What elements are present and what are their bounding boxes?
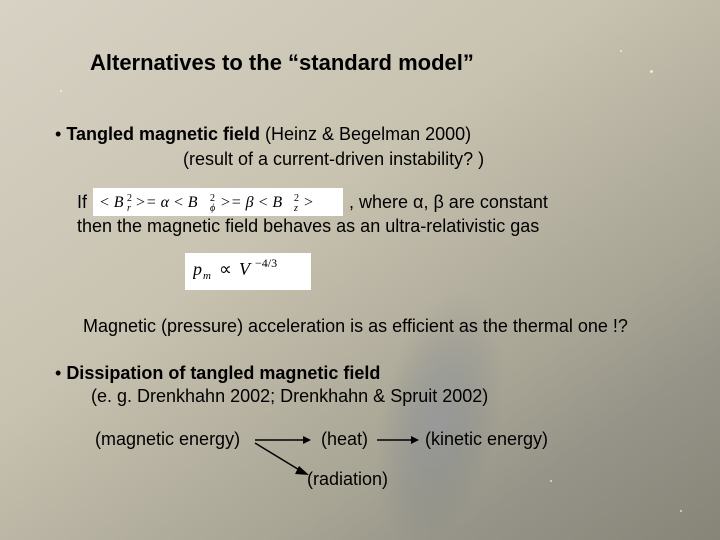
if-label: If bbox=[77, 192, 87, 213]
flow-kinetic-energy: (kinetic energy) bbox=[425, 429, 548, 450]
if-after-text: , where α, β are constant bbox=[349, 192, 548, 213]
equation-b-components: < B r 2 >= α < B ϕ 2 >= β < B z 2 > bbox=[93, 188, 343, 216]
svg-text:m: m bbox=[203, 270, 211, 281]
slide-content: Alternatives to the “standard model” • T… bbox=[0, 0, 720, 540]
bullet-tangled-field: • Tangled magnetic field (Heinz & Begelm… bbox=[55, 124, 680, 145]
bullet-dot: • bbox=[55, 363, 66, 383]
svg-text:∝: ∝ bbox=[219, 259, 232, 279]
bullet-sub-refs: (e. g. Drenkhahn 2002; Drenkhahn & Sprui… bbox=[91, 386, 680, 407]
slide-title: Alternatives to the “standard model” bbox=[90, 50, 680, 76]
svg-text:>: > bbox=[303, 194, 314, 211]
svg-text:>= β < B: >= β < B bbox=[220, 194, 282, 211]
bullet-subtext: (result of a current-driven instability?… bbox=[183, 149, 680, 170]
svg-text:V: V bbox=[239, 259, 252, 279]
conclusion-text: Magnetic (pressure) acceleration is as e… bbox=[83, 316, 680, 337]
arrow-icon bbox=[375, 433, 421, 447]
equation-pressure: p m ∝ V −4/3 bbox=[185, 253, 311, 290]
equation-pressure-wrap: p m ∝ V −4/3 bbox=[185, 253, 680, 290]
svg-text:2: 2 bbox=[127, 193, 132, 204]
svg-text:ϕ: ϕ bbox=[210, 203, 215, 213]
svg-text:< B: < B bbox=[99, 194, 124, 211]
bullet-dot: • bbox=[55, 124, 66, 144]
svg-text:r: r bbox=[127, 203, 131, 213]
svg-text:−4/3: −4/3 bbox=[255, 257, 277, 270]
flow-radiation: (radiation) bbox=[307, 469, 388, 490]
bullet-bold: Dissipation of tangled magnetic field bbox=[66, 363, 380, 383]
svg-text:z: z bbox=[293, 203, 298, 213]
bullet-dissipation: • Dissipation of tangled magnetic field bbox=[55, 363, 680, 384]
flow-magnetic-energy: (magnetic energy) bbox=[95, 429, 240, 450]
bullet-bold: Tangled magnetic field bbox=[66, 124, 260, 144]
svg-text:p: p bbox=[193, 259, 202, 279]
if-condition-line: If < B r 2 >= α < B ϕ 2 >= β < B z 2 > ,… bbox=[77, 188, 680, 216]
svg-text:>= α < B: >= α < B bbox=[135, 194, 198, 211]
energy-flow-diagram: (magnetic energy) (heat) (kinetic energy… bbox=[95, 429, 680, 499]
arrow-icon bbox=[253, 441, 313, 479]
svg-text:2: 2 bbox=[294, 193, 299, 204]
bullet-paren: (Heinz & Begelman 2000) bbox=[260, 124, 471, 144]
svg-text:2: 2 bbox=[210, 193, 215, 204]
then-line: then the magnetic field behaves as an ul… bbox=[77, 216, 680, 237]
flow-heat: (heat) bbox=[321, 429, 368, 450]
